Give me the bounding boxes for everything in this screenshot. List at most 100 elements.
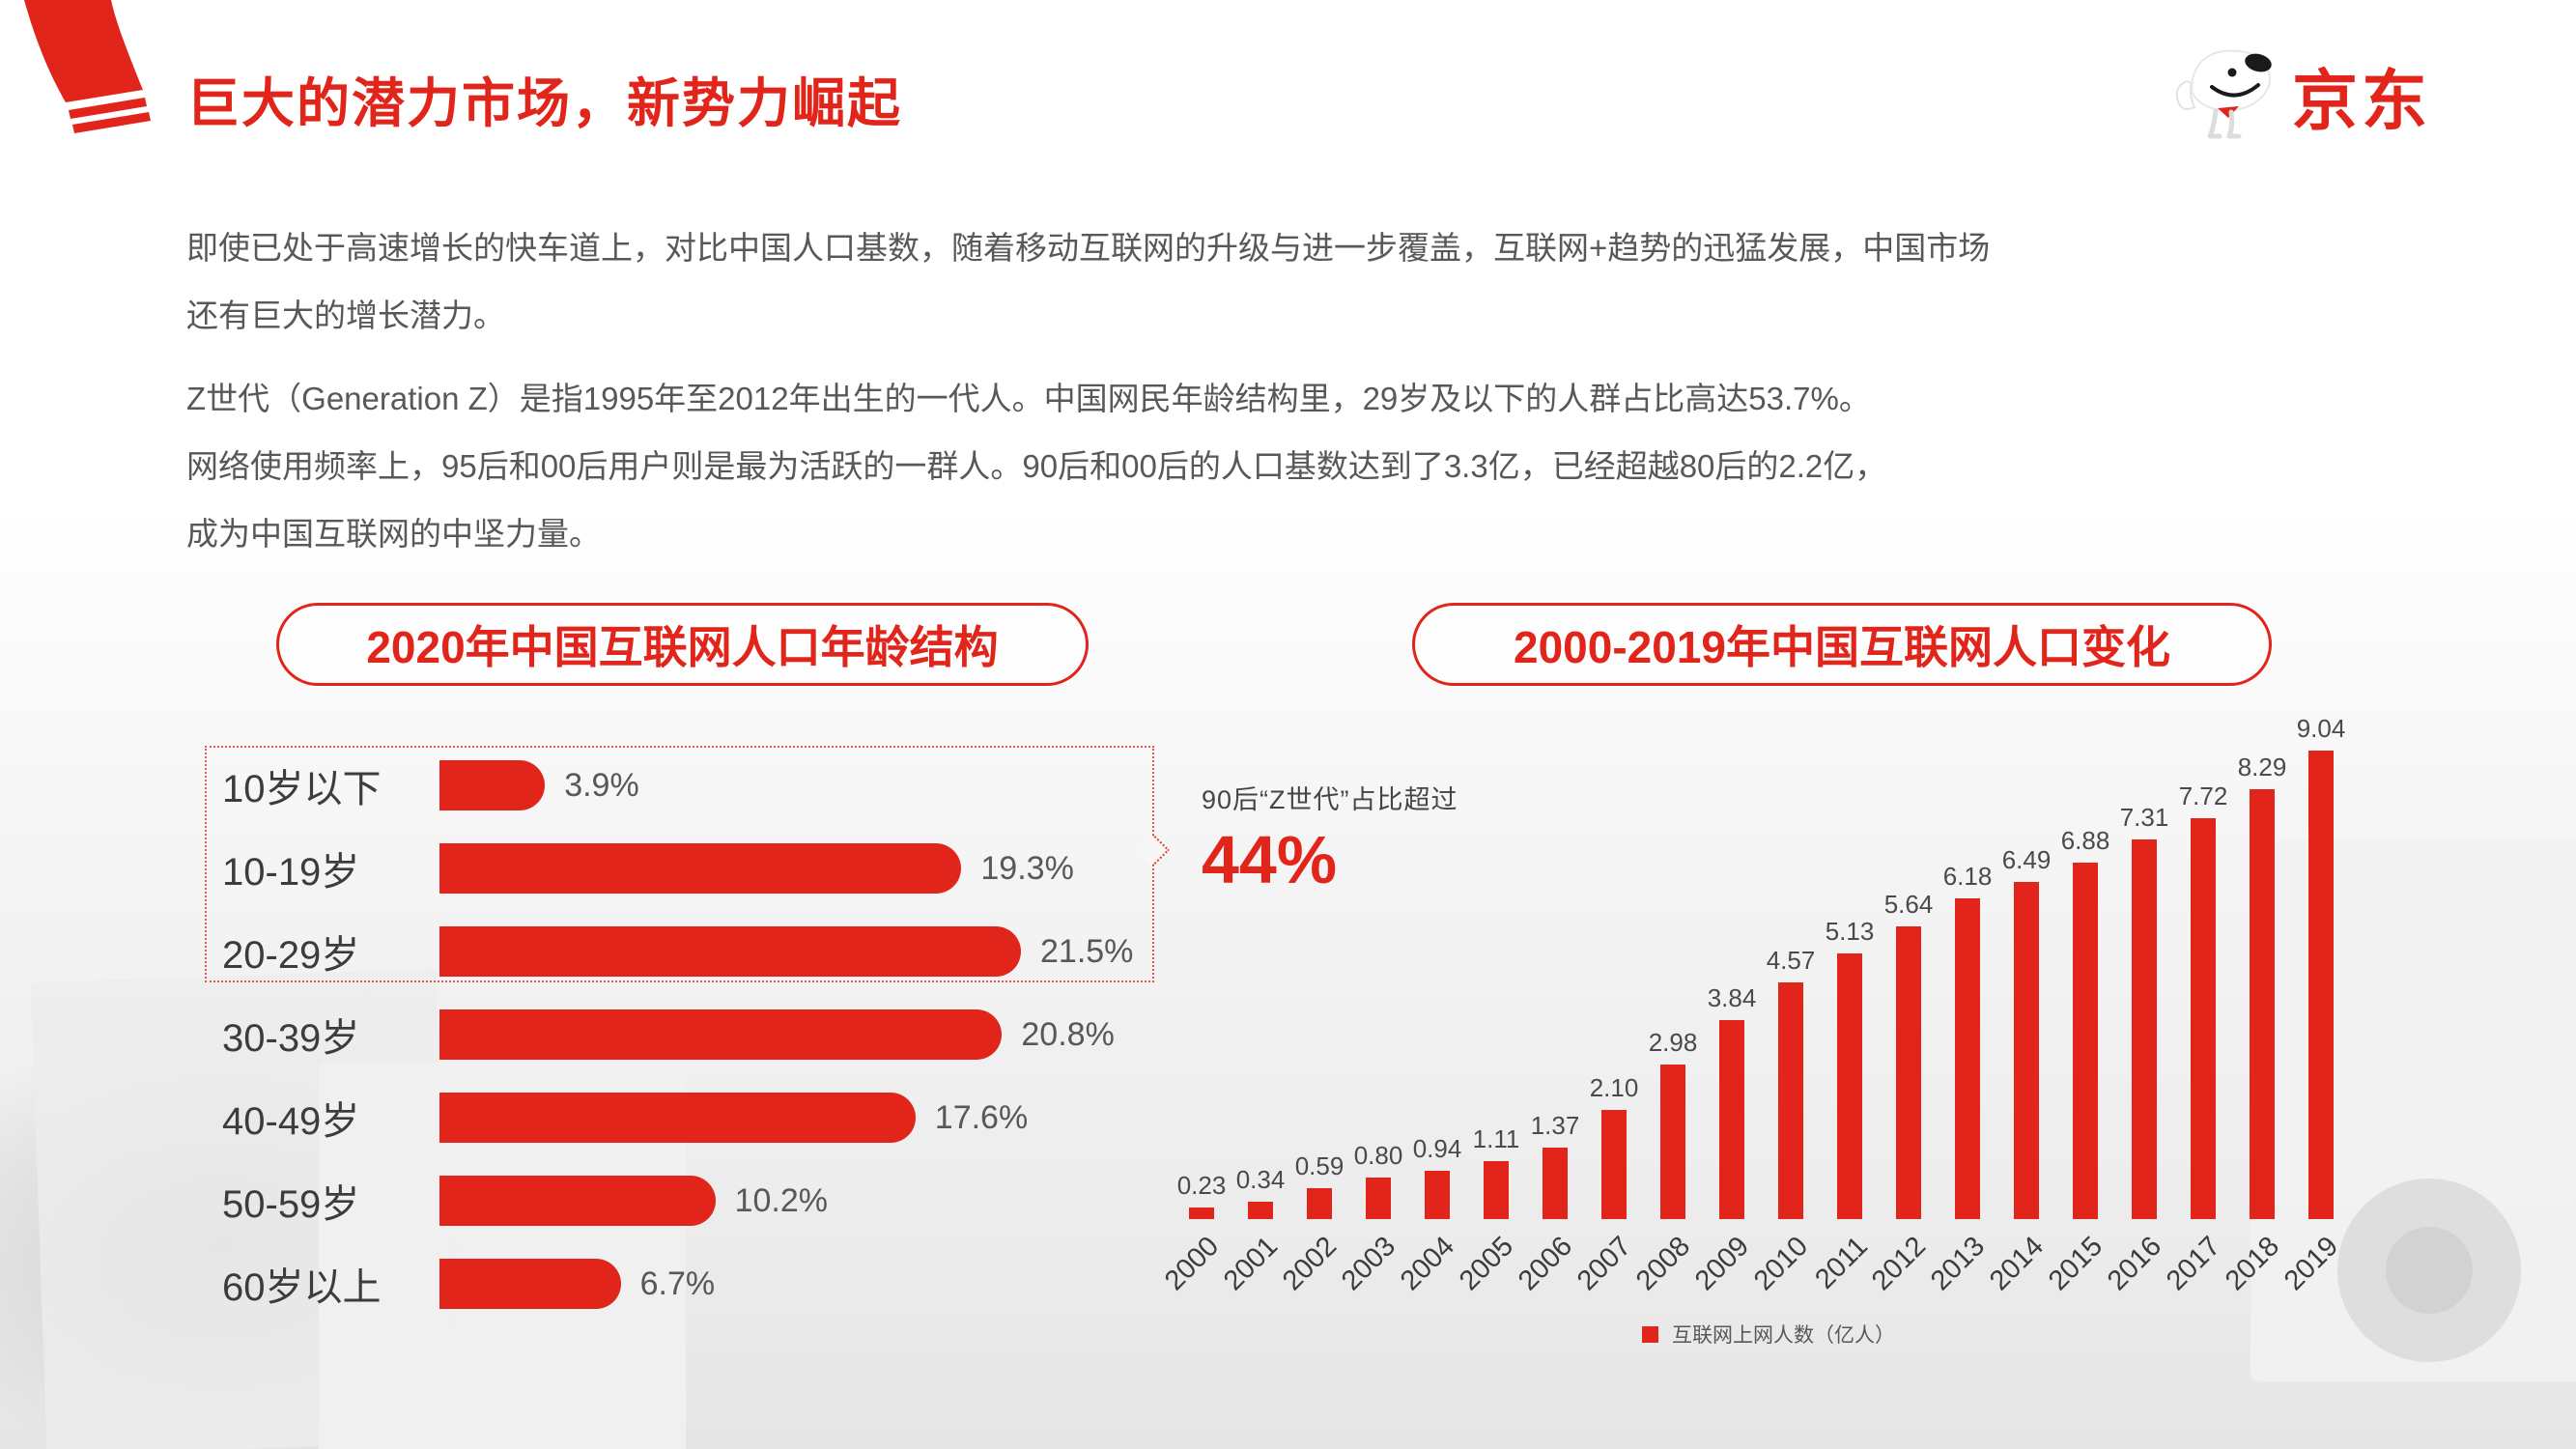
population-value-label: 6.18 (1942, 862, 1993, 891)
population-bar (1248, 1202, 1273, 1219)
intro-paragraph-1: 即使已处于高速增长的快车道上，对比中国人口基数，随着移动互联网的升级与进一步覆盖… (186, 214, 2408, 350)
population-year-label: 2015 (2043, 1231, 2109, 1297)
intro-line: Z世代（Generation Z）是指1995年至2012年出生的一代人。中国网… (186, 381, 1871, 416)
population-year-label: 2008 (1630, 1231, 1697, 1297)
population-year-label: 2003 (1336, 1231, 1402, 1297)
population-bar (1543, 1148, 1568, 1219)
population-value-label: 7.31 (2119, 803, 2169, 832)
population-bar (2073, 863, 2098, 1219)
age-bar (439, 760, 546, 810)
population-value-label: 2.98 (1648, 1028, 1698, 1057)
population-value-label: 4.57 (1766, 946, 1816, 975)
population-year-label: 2005 (1454, 1231, 1520, 1297)
legend-color-swatch (1642, 1325, 1658, 1343)
jd-mascot-icon (2175, 49, 2272, 139)
jd-logo-text: 京东 (2292, 64, 2432, 138)
population-value-label: 0.59 (1294, 1151, 1345, 1180)
age-bar (439, 1259, 621, 1309)
population-value-label: 9.04 (2296, 714, 2346, 743)
population-year-label: 2001 (1218, 1231, 1285, 1297)
population-value-label: 1.37 (1530, 1111, 1580, 1140)
population-year-label: 2011 (1808, 1231, 1874, 1295)
age-bar (439, 843, 962, 894)
age-category-label: 10岁以下 (222, 768, 382, 810)
genz-highlight-box (205, 746, 1170, 982)
population-bar (1719, 1020, 1744, 1219)
population-year-label: 2019 (2279, 1231, 2345, 1297)
population-bar (1484, 1161, 1509, 1219)
jd-logo: 京东 (2171, 46, 2431, 143)
age-value-label: 20.8% (1021, 1015, 1115, 1053)
intro-line: 网络使用频率上，95后和00后用户则是最为活跃的一群人。90后和00后的人口基数… (186, 448, 1887, 484)
age-chart-row: 50-59岁 10.2% (205, 1159, 1258, 1242)
population-bar (2191, 818, 2216, 1219)
intro-paragraphs: 即使已处于高速增长的快车道上，对比中国人口基数，随着移动互联网的升级与进一步覆盖… (186, 214, 2408, 568)
legend-label: 互联网上网人数（亿人） (1672, 1324, 1895, 1347)
genz-callout-value: 44% (1202, 822, 1338, 897)
genz-callout-label: 90后“Z世代”占比超过 (1202, 785, 1458, 814)
age-chart-title-pill: 2020年中国互联网人口年龄结构 (276, 603, 1089, 686)
age-category-label: 60岁以上 (222, 1266, 382, 1309)
intro-line: 即使已处于高速增长的快车道上，对比中国人口基数，随着移动互联网的升级与进一步覆盖… (186, 230, 1991, 266)
age-chart-title: 2020年中国互联网人口年龄结构 (366, 622, 999, 672)
population-chart: 互联网上网人数（亿人） 0.23 2000 0.34 2001 0.59 2002 0.80… (1149, 705, 2415, 1439)
age-category-label: 20-29岁 (222, 934, 360, 977)
population-bar (2250, 789, 2275, 1219)
age-category-label: 10-19岁 (222, 851, 360, 894)
population-value-label: 0.34 (1235, 1165, 1286, 1194)
age-value-label: 6.7% (639, 1264, 716, 1302)
age-chart-row: 30-39岁 20.8% (205, 993, 1258, 1076)
population-bar (1837, 953, 1862, 1219)
age-value-label: 10.2% (734, 1181, 828, 1219)
age-value-label: 19.3% (980, 849, 1074, 887)
population-bar (1778, 982, 1803, 1219)
age-bar (439, 1176, 716, 1226)
population-year-label: 2010 (1748, 1231, 1815, 1297)
population-year-label: 2014 (1984, 1231, 2051, 1297)
population-year-label: 2002 (1277, 1231, 1344, 1297)
age-bar-track: 3.9% (439, 760, 1258, 810)
age-chart-row: 10岁以下 3.9% (205, 744, 1258, 827)
population-year-label: 2006 (1513, 1231, 1579, 1297)
page-title: 巨大的潜力市场，新势力崛起 (186, 73, 903, 133)
age-bar-track: 17.6% (439, 1093, 1258, 1143)
corner-ribbon-decoration (24, 0, 151, 133)
population-value-label: 0.94 (1412, 1134, 1462, 1163)
population-value-label: 5.64 (1883, 890, 1934, 919)
age-category-label: 40-49岁 (222, 1100, 360, 1143)
population-chart-title: 2000-2019年中国互联网人口变化 (1514, 622, 2170, 672)
population-bar (1366, 1178, 1391, 1219)
intro-line: 成为中国互联网的中坚力量。 (186, 516, 601, 552)
intro-line: 还有巨大的增长潜力。 (186, 298, 505, 333)
population-year-label: 2018 (2220, 1231, 2286, 1297)
age-bar-track: 6.7% (439, 1259, 1258, 1309)
population-value-label: 7.72 (2178, 781, 2228, 810)
population-year-label: 2012 (1866, 1231, 1933, 1297)
age-value-label: 21.5% (1040, 932, 1134, 970)
genz-callout: 90后“Z世代”占比超过 44% (1202, 779, 1458, 894)
background-truck-hub (2386, 1227, 2473, 1314)
population-year-label: 2009 (1689, 1231, 1756, 1297)
population-bar (2014, 882, 2039, 1219)
population-bar (1955, 898, 1980, 1219)
age-bar (439, 926, 1021, 977)
age-bar-track: 10.2% (439, 1176, 1258, 1226)
age-category-label: 50-59岁 (222, 1183, 360, 1226)
population-bar (1189, 1208, 1214, 1219)
population-bar (1601, 1110, 1627, 1219)
age-bar (439, 1009, 1003, 1060)
population-bar (1307, 1188, 1332, 1219)
age-value-label: 3.9% (564, 766, 639, 804)
population-year-label: 2007 (1571, 1231, 1638, 1297)
age-bar (439, 1093, 916, 1143)
population-value-label: 2.10 (1589, 1073, 1639, 1102)
age-chart-row: 20-29岁 21.5% (205, 910, 1258, 993)
population-value-label: 0.80 (1353, 1141, 1403, 1170)
population-year-label: 2000 (1159, 1231, 1226, 1297)
population-chart-legend: 互联网上网人数（亿人） (1642, 1320, 1895, 1349)
age-structure-chart: 10岁以下 3.9% 10-19岁 19.3% 20-29岁 21.5% 30-39岁 20.… (205, 744, 1258, 1325)
population-bar (1425, 1171, 1450, 1219)
age-value-label: 17.6% (934, 1098, 1029, 1136)
population-value-label: 3.84 (1707, 983, 1757, 1012)
